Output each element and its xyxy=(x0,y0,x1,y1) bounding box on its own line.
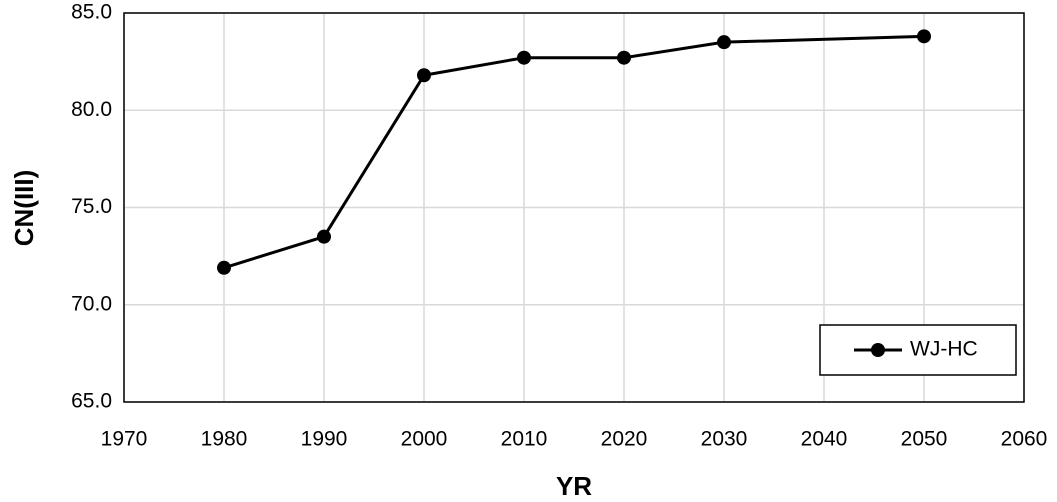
data-point xyxy=(917,29,931,44)
data-point xyxy=(517,50,531,65)
legend: WJ-HC xyxy=(819,324,1017,376)
y-tick-label: 85.0 xyxy=(71,1,112,24)
x-tick-label: 1970 xyxy=(101,428,148,451)
y-tick-label: 65.0 xyxy=(71,390,112,413)
x-tick-label: 2050 xyxy=(901,428,948,451)
data-point xyxy=(417,68,431,83)
legend-box xyxy=(819,324,1017,376)
y-tick-label: 75.0 xyxy=(71,195,112,218)
data-point xyxy=(617,50,631,65)
legend-marker xyxy=(871,343,885,357)
x-tick-label: 2000 xyxy=(401,428,448,451)
x-tick-label: 2020 xyxy=(601,428,648,451)
y-tick-label: 70.0 xyxy=(71,292,112,315)
x-tick-label: 2030 xyxy=(701,428,748,451)
y-axis-title: CN(III) xyxy=(9,170,39,247)
legend-label: WJ-HC xyxy=(910,338,978,361)
data-point xyxy=(317,229,331,244)
x-tick-label: 1990 xyxy=(301,428,348,451)
data-point xyxy=(217,260,231,275)
plot-border xyxy=(123,12,1025,403)
data-point xyxy=(717,35,731,50)
x-tick-label: 2040 xyxy=(801,428,848,451)
y-tick-label: 80.0 xyxy=(71,98,112,121)
x-axis-title: YR xyxy=(556,471,592,501)
x-tick-label: 2010 xyxy=(501,428,548,451)
x-tick-label: 1980 xyxy=(201,428,248,451)
x-tick-label: 2060 xyxy=(1001,428,1048,451)
